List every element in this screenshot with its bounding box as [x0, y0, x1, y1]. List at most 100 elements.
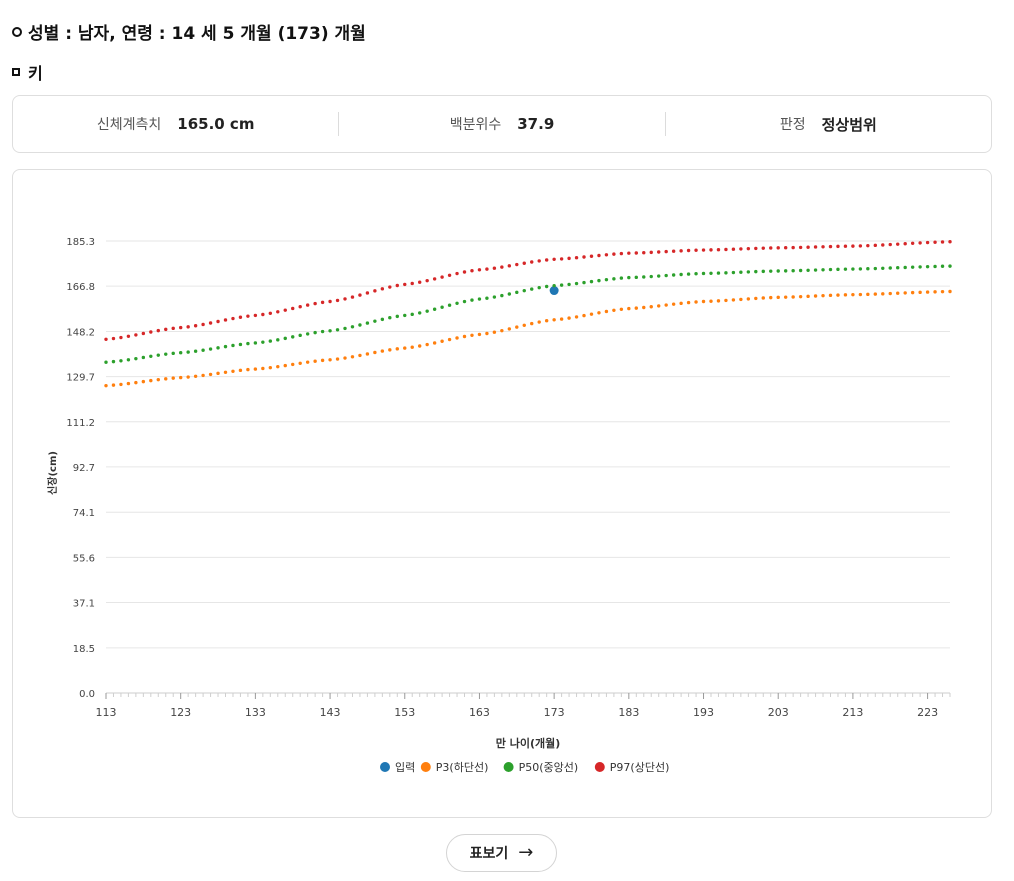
series-point — [373, 319, 377, 323]
square-bullet-icon — [12, 68, 20, 76]
series-point — [425, 342, 429, 347]
series-point — [447, 303, 452, 307]
series-point — [582, 313, 586, 318]
series-point — [410, 345, 414, 349]
series-point — [836, 267, 840, 272]
input-data-point[interactable] — [549, 286, 559, 296]
series-point — [544, 284, 549, 289]
series-point — [791, 295, 795, 299]
series-point — [186, 350, 190, 354]
series-point — [910, 241, 915, 246]
series-point — [537, 259, 541, 263]
series-point — [462, 270, 467, 274]
series-point — [724, 247, 728, 252]
series-point — [716, 299, 721, 303]
series-point — [223, 370, 228, 374]
series-point — [813, 294, 818, 298]
series-point — [343, 326, 347, 331]
series-point — [291, 362, 295, 367]
series-point — [664, 303, 668, 307]
legend[interactable]: 입력 P3(하단선) P50(중앙선) P97(상단선) — [380, 760, 669, 774]
series-point — [171, 351, 175, 356]
series-point — [925, 290, 930, 294]
series-point — [634, 306, 639, 310]
series-point — [843, 293, 848, 297]
series-point — [619, 251, 624, 256]
series-point — [649, 305, 653, 309]
y-tick-label: 166.8 — [66, 282, 95, 293]
series-point — [604, 253, 609, 257]
series-point — [104, 337, 108, 342]
series-point — [432, 341, 437, 345]
legend-item[interactable]: 입력 — [380, 761, 415, 774]
series-point — [530, 287, 534, 291]
series-point — [365, 352, 370, 356]
legend-item[interactable]: P50(중앙선) — [503, 761, 579, 774]
series-point — [836, 293, 840, 297]
measure-cell: 신체계측치 165.0 cm — [13, 112, 338, 136]
judgement-cell: 판정 정상범위 — [664, 112, 991, 136]
series-point — [791, 245, 795, 250]
table-view-button[interactable]: 표보기 → — [446, 834, 557, 872]
legend-item[interactable]: P3(하단선) — [420, 760, 489, 774]
series-point — [126, 334, 131, 338]
series-point — [425, 278, 429, 283]
series-point — [813, 245, 818, 249]
series-point — [657, 304, 661, 308]
series-point — [873, 243, 878, 248]
series-point — [410, 281, 414, 286]
series-point — [686, 300, 691, 305]
series-point — [754, 246, 758, 251]
table-view-label: 표보기 — [469, 846, 509, 862]
series-point — [649, 274, 653, 279]
series-point — [798, 245, 803, 250]
legend-item[interactable]: P97(상단선) — [594, 761, 670, 774]
series-point — [567, 256, 571, 261]
percentile-cell: 백분위수 37.9 — [338, 112, 664, 136]
x-tick-label: 143 — [320, 706, 341, 719]
series-point — [544, 319, 549, 323]
series-point — [276, 310, 280, 314]
series-point — [544, 258, 549, 262]
series-point — [313, 359, 317, 363]
series-point — [193, 324, 198, 328]
series-point — [328, 358, 332, 362]
series-point — [246, 367, 250, 372]
series-point — [141, 331, 146, 336]
series-point — [881, 243, 885, 247]
series-point — [754, 269, 758, 274]
series-point — [918, 290, 922, 295]
series-point — [485, 331, 489, 336]
series-point — [358, 353, 362, 358]
series-point — [178, 351, 183, 355]
series-point — [634, 251, 639, 255]
series-point — [522, 288, 526, 293]
page-title: 성별 : 남자, 연령 : 14 세 5 개월 (173) 개월 — [12, 19, 366, 44]
series-point — [291, 306, 295, 311]
series-point — [612, 277, 616, 281]
series-point — [253, 341, 258, 345]
series-point — [709, 248, 713, 252]
series-point — [305, 303, 310, 307]
series-point — [455, 301, 459, 305]
series-point — [806, 294, 810, 299]
series-0 — [549, 286, 559, 296]
series-point — [866, 243, 870, 248]
growth-chart: 0.0 18.5 37.1 55.6 74.1 92.7 111.2 129.7 148.2 16… — [46, 237, 952, 774]
series-point — [380, 287, 385, 291]
series-point — [335, 298, 340, 303]
x-tick-label: 223 — [917, 706, 938, 719]
series-point — [836, 244, 840, 249]
series-point — [156, 353, 160, 357]
series-point — [201, 322, 205, 327]
series-point — [716, 271, 721, 275]
series-point — [896, 242, 900, 246]
series-point — [537, 285, 541, 290]
series-point — [440, 339, 444, 343]
series-point — [320, 300, 325, 305]
series-point — [716, 247, 721, 252]
series-point — [216, 371, 220, 376]
series-point — [216, 319, 220, 324]
series-point — [925, 264, 930, 269]
series-point — [530, 260, 534, 264]
